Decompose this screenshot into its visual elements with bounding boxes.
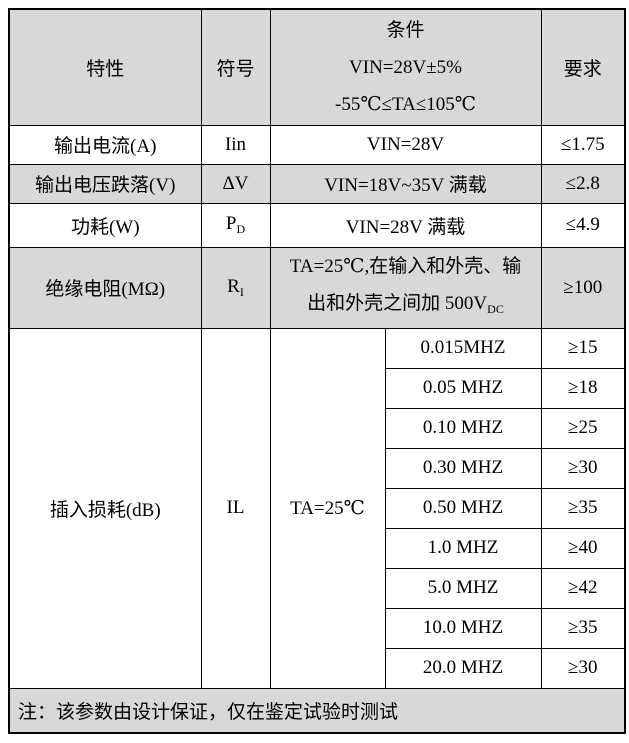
- header-condition-line-2: VIN=28V±5%: [349, 56, 462, 78]
- row-insertion-loss-entry: 0.30 MHZ ≥30: [9, 447, 626, 489]
- cell-characteristic: 输出电压跌落(V): [8, 163, 202, 204]
- cell-symbol: Iin: [200, 124, 271, 165]
- cell-characteristic: 插入损耗(dB): [8, 327, 202, 689]
- cell-frequency: 0.05 MHZ: [384, 367, 542, 409]
- header-condition-line-3: -55℃≤TA≤105℃: [335, 93, 476, 115]
- cell-characteristic: 绝缘电阻(MΩ): [8, 246, 202, 329]
- cell-frequency: 5.0 MHZ: [384, 567, 542, 609]
- cell-frequency: 0.50 MHZ: [384, 487, 542, 529]
- symbol-subscript: D: [236, 222, 246, 236]
- cell-requirement: ≥42: [540, 567, 626, 609]
- cell-requirement: ≥35: [540, 487, 626, 529]
- cell-condition: VIN=28V: [269, 124, 542, 165]
- row-insertion-loss: 插入损耗(dB) IL TA=25℃ 0.015MHZ ≥15: [8, 327, 626, 689]
- cell-requirement: ≥25: [540, 407, 626, 449]
- row-insertion-loss-entry: 0.50 MHZ ≥35: [9, 487, 626, 529]
- condition-line-1: TA=25℃,在输入和外壳、输: [289, 255, 522, 277]
- cell-requirement: ≤4.9: [540, 202, 626, 248]
- row-insertion-loss-entry: 20.0 MHZ ≥30: [9, 647, 626, 689]
- cell-requirement: ≤1.75: [540, 124, 626, 165]
- cell-frequency: 0.10 MHZ: [384, 407, 542, 449]
- cell-frequency: 20.0 MHZ: [384, 647, 542, 689]
- note-row: 注：该参数由设计保证，仅在鉴定试验时测试: [8, 687, 626, 734]
- header-cell-condition: 条件 VIN=28V±5% -55℃≤TA≤105℃: [269, 8, 542, 126]
- row-insulation-resistance: 绝缘电阻(MΩ) RI TA=25℃,在输入和外壳、输 出和外壳之间加 500V…: [8, 246, 626, 329]
- cell-symbol: PD: [200, 202, 271, 248]
- cell-requirement: ≥35: [540, 607, 626, 649]
- row-output-current: 输出电流(A) Iin VIN=28V ≤1.75: [8, 124, 626, 165]
- note-cell: 注：该参数由设计保证，仅在鉴定试验时测试: [8, 687, 626, 734]
- cell-symbol: ΔV: [200, 163, 271, 204]
- condition-line-2: 出和外壳之间加 500VDC: [273, 285, 539, 328]
- header-cell-characteristic: 特性: [8, 8, 202, 126]
- cell-requirement: ≥30: [540, 447, 626, 489]
- condition-line-2-subscript: DC: [487, 301, 504, 316]
- cell-requirement: ≥18: [540, 367, 626, 409]
- cell-characteristic: 功耗(W): [8, 202, 202, 248]
- symbol-base: R: [227, 275, 240, 297]
- row-insertion-loss-entry: 1.0 MHZ ≥40: [9, 527, 626, 569]
- row-insertion-loss-entry: 10.0 MHZ ≥35: [9, 607, 626, 649]
- row-voltage-drop: 输出电压跌落(V) ΔV VIN=18V~35V 满载 ≤2.8: [8, 163, 626, 204]
- row-power-dissipation: 功耗(W) PD VIN=28V 满载 ≤4.9: [8, 202, 626, 248]
- row-insertion-loss-entry: 0.10 MHZ ≥25: [9, 407, 626, 449]
- cell-requirement: ≥30: [540, 647, 626, 689]
- cell-condition: TA=25℃: [269, 327, 386, 689]
- header-cell-symbol: 符号: [200, 8, 271, 126]
- header-cell-requirement: 要求: [540, 8, 626, 126]
- cell-condition: VIN=18V~35V 满载: [269, 163, 542, 204]
- row-insertion-loss-entry: 5.0 MHZ ≥42: [9, 567, 626, 609]
- cell-requirement: ≥15: [540, 327, 626, 369]
- condition-line-2-main: 出和外壳之间加 500V: [307, 292, 488, 314]
- cell-frequency: 1.0 MHZ: [384, 527, 542, 569]
- cell-condition: TA=25℃,在输入和外壳、输 出和外壳之间加 500VDC: [269, 246, 542, 329]
- cell-symbol: RI: [200, 246, 271, 329]
- cell-requirement: ≤2.8: [540, 163, 626, 204]
- spec-table: 特性 符号 条件 VIN=28V±5% -55℃≤TA≤105℃ 要求 输出电流…: [8, 8, 626, 734]
- symbol-subscript: I: [239, 284, 244, 299]
- header-condition-line-1: 条件: [386, 19, 425, 41]
- cell-frequency: 0.015MHZ: [384, 327, 542, 369]
- cell-symbol: IL: [200, 327, 271, 689]
- cell-requirement: ≥100: [540, 246, 626, 329]
- cell-condition: VIN=28V 满载: [269, 202, 542, 248]
- header-row: 特性 符号 条件 VIN=28V±5% -55℃≤TA≤105℃ 要求: [8, 8, 626, 126]
- cell-requirement: ≥40: [540, 527, 626, 569]
- cell-frequency: 0.30 MHZ: [384, 447, 542, 489]
- cell-frequency: 10.0 MHZ: [384, 607, 542, 649]
- row-insertion-loss-entry: 0.05 MHZ ≥18: [9, 367, 626, 409]
- symbol-base: P: [225, 213, 237, 234]
- cell-characteristic: 输出电流(A): [8, 124, 202, 165]
